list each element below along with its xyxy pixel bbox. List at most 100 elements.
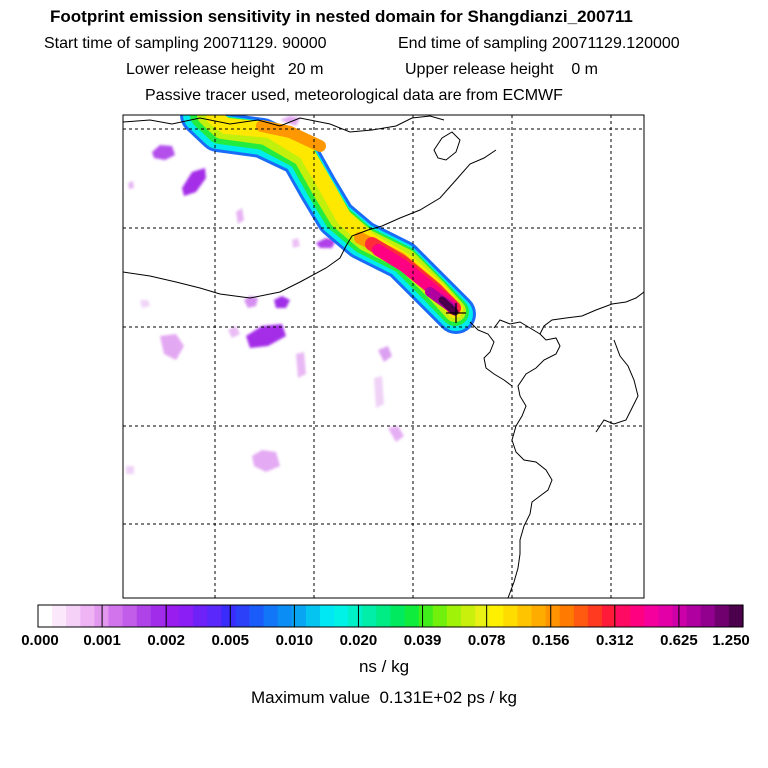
plume: [180, 115, 476, 334]
colorbar: [37, 604, 744, 628]
colorbar-cell: [348, 605, 363, 627]
patch: [228, 326, 240, 338]
colorbar-cell: [38, 605, 53, 627]
colorbar-tick-label: 0.000: [21, 632, 59, 649]
colorbar-cell: [531, 605, 547, 627]
low-sensitivity-patches: [126, 116, 430, 474]
lower-release-label: Lower release height 20 m: [126, 61, 324, 78]
colorbar-cell: [559, 605, 575, 627]
station-marker: [446, 303, 466, 323]
colorbar-tick-labels: 0.000 0.001 0.002 0.005 0.010 0.020 0.039 0.078…: [21, 632, 750, 649]
colorbar-cell: [587, 605, 603, 627]
patch: [126, 466, 134, 474]
colorbar-cell: [602, 605, 617, 627]
end-time-label: End time of sampling 20071129.120000: [398, 35, 680, 52]
colorbar-cell: [52, 605, 67, 627]
colorbar-cell: [376, 605, 392, 627]
colorbar-cell: [545, 605, 561, 627]
colorbar-cell: [320, 605, 335, 627]
colorbar-cell: [305, 605, 321, 627]
colorbar-frame: [37, 604, 744, 628]
colorbar-cell: [150, 605, 166, 627]
colorbar-cell: [573, 605, 589, 627]
colorbar-cell: [686, 605, 702, 627]
border-line-middle: [123, 149, 497, 299]
coast-korea: [507, 291, 644, 598]
colorbar-tick-label: 0.156: [532, 632, 570, 649]
colorbar-cell: [503, 605, 518, 627]
colorbar-cell: [179, 605, 194, 627]
colorbar-tick-label: 0.039: [404, 632, 442, 649]
patch: [152, 145, 175, 160]
border-line-north: [123, 115, 445, 133]
coast-peninsula: [493, 319, 541, 335]
colorbar-cell: [616, 605, 631, 627]
patch: [160, 334, 184, 360]
colorbar-cell: [644, 605, 659, 627]
colorbar-cell: [193, 605, 208, 627]
colorbar-cell: [122, 605, 138, 627]
colorbar-cell: [390, 605, 406, 627]
graticule: [123, 115, 644, 598]
patch: [244, 296, 258, 308]
patch: [182, 168, 206, 196]
coast-bohai: [469, 321, 513, 387]
maximum-value-label: Maximum value 0.131E+02 ps / kg: [251, 688, 517, 707]
patch: [388, 426, 404, 442]
patch: [296, 352, 306, 378]
colorbar-tick-label: 0.005: [211, 632, 249, 649]
colorbar-cell: [432, 605, 448, 627]
colorbar-cell: [404, 605, 420, 627]
colorbar-cell: [66, 605, 81, 627]
patch: [374, 376, 384, 408]
colorbar-cell: [672, 605, 688, 627]
colorbar-tick-label: 0.010: [276, 632, 314, 649]
colorbar-cell: [630, 605, 645, 627]
colorbar-cell: [164, 605, 180, 627]
colorbar-cell: [277, 605, 293, 627]
patch: [140, 300, 150, 308]
plot-title: Footprint emission sensitivity in nested…: [50, 7, 633, 26]
patch: [246, 324, 286, 348]
colorbar-cell: [108, 605, 124, 627]
coast-east: [595, 339, 639, 433]
colorbar-cell: [207, 605, 222, 627]
colorbar-cell: [658, 605, 674, 627]
colorbar-tick-label: 1.250: [712, 632, 750, 649]
colorbar-cell: [263, 605, 279, 627]
colorbar-cell: [334, 605, 349, 627]
patch: [280, 116, 300, 126]
patch: [378, 346, 392, 362]
colorbar-cell: [446, 605, 462, 627]
coastlines: [123, 115, 644, 598]
colorbar-unit-label: ns / kg: [358, 657, 410, 676]
upper-release-label: Upper release height 0 m: [405, 61, 598, 78]
coast-island: [433, 131, 461, 161]
patch: [236, 208, 244, 224]
colorbar-cell: [461, 605, 476, 627]
map-area: [123, 115, 644, 598]
colorbar-tick-label: 0.020: [340, 632, 378, 649]
tracer-label: Passive tracer used, meteorological data…: [145, 87, 563, 104]
colorbar-cell: [418, 605, 434, 627]
colorbar-cell: [362, 605, 377, 627]
colorbar-tick-label: 0.625: [660, 632, 698, 649]
colorbar-cell: [80, 605, 95, 627]
patch: [274, 296, 290, 308]
colorbar-cell: [235, 605, 251, 627]
patch: [128, 181, 134, 189]
colorbar-cell: [728, 605, 744, 627]
colorbar-cell: [700, 605, 716, 627]
colorbar-cell: [475, 605, 490, 627]
start-time-label: Start time of sampling 20071129. 90000: [44, 35, 327, 52]
patch: [316, 238, 336, 248]
colorbar-tick-label: 0.078: [468, 632, 506, 649]
colorbar-cell: [249, 605, 265, 627]
patch: [252, 450, 280, 472]
plume-band-dark: [438, 296, 459, 316]
colorbar-cell: [517, 605, 533, 627]
map-frame: [122, 114, 645, 599]
colorbar-cell: [136, 605, 152, 627]
colorbar-tick-label: 0.312: [596, 632, 634, 649]
